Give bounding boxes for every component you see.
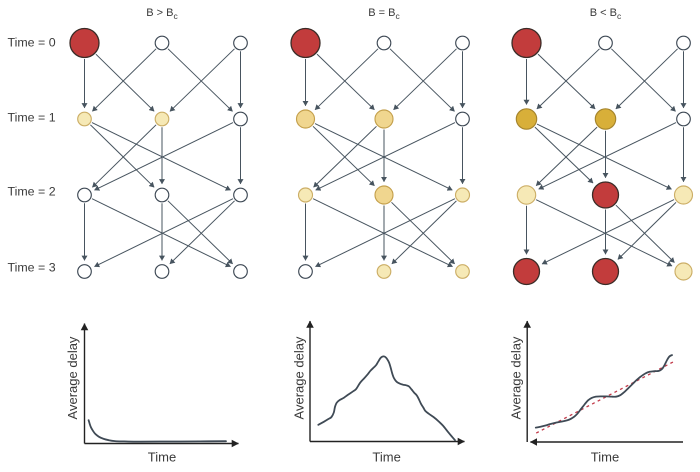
- svg-text:B > Bc: B > Bc: [146, 7, 178, 21]
- svg-text:Average delay: Average delay: [509, 336, 524, 419]
- svg-text:Time = 0: Time = 0: [8, 35, 56, 49]
- svg-text:Average delay: Average delay: [291, 336, 306, 419]
- svg-text:Time = 1: Time = 1: [8, 110, 56, 124]
- svg-text:Time = 3: Time = 3: [8, 261, 56, 275]
- svg-text:Time: Time: [372, 450, 400, 465]
- svg-text:Average delay: Average delay: [65, 336, 80, 419]
- svg-text:Time: Time: [148, 450, 176, 465]
- svg-text:B = Bc: B = Bc: [368, 7, 400, 21]
- svg-text:B < Bc: B < Bc: [590, 7, 622, 21]
- svg-text:Time = 2: Time = 2: [8, 184, 56, 198]
- svg-text:Time: Time: [591, 450, 619, 465]
